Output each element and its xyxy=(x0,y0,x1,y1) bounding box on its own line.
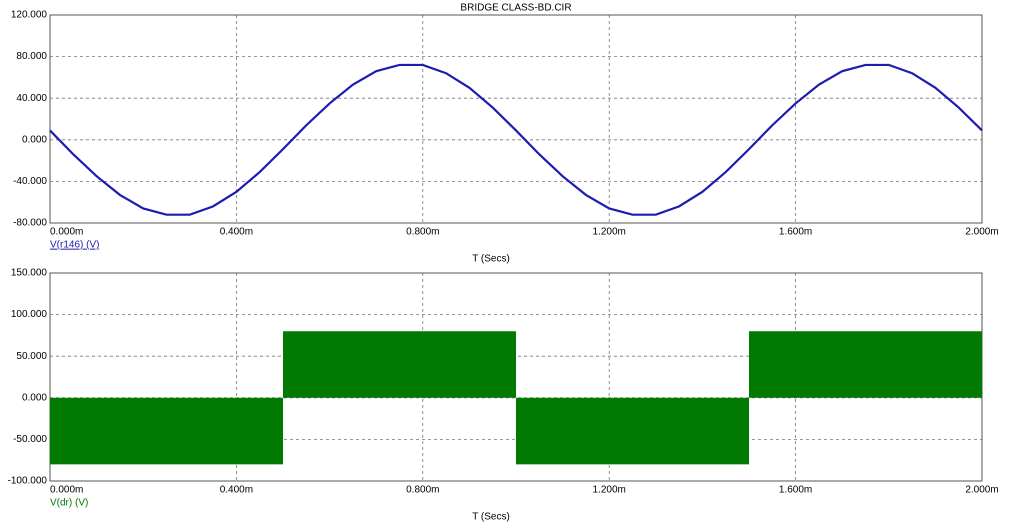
y-tick-label: -50.000 xyxy=(13,434,47,445)
pwm-band xyxy=(749,331,982,398)
x-tick-label: 0.800m xyxy=(406,485,439,496)
legend-label: V(r146) (V) xyxy=(50,240,99,251)
plot-frame xyxy=(49,14,983,224)
legend-label: V(dr) (V) xyxy=(50,498,88,509)
line-series xyxy=(49,63,983,216)
y-tick-label: 80.000 xyxy=(16,51,47,62)
chart-title: BRIDGE CLASS-BD.CIR xyxy=(460,3,571,14)
pwm-band xyxy=(50,397,283,465)
y-tick-label: 0.000 xyxy=(22,392,47,403)
x-tick-label: 1.200m xyxy=(593,227,626,238)
pwm-band xyxy=(283,331,516,398)
x-tick-label: 1.200m xyxy=(593,485,626,496)
y-tick-label: -80.000 xyxy=(13,218,47,229)
x-tick-label: 0.000m xyxy=(50,227,83,238)
y-tick-label: 120.000 xyxy=(11,10,48,21)
x-tick-label: 0.400m xyxy=(220,485,253,496)
x-tick-label: 0.800m xyxy=(406,227,439,238)
pwm-band xyxy=(516,397,749,465)
x-tick-label: 2.000m xyxy=(965,227,998,238)
x-tick-label: 0.400m xyxy=(220,227,253,238)
y-tick-label: 50.000 xyxy=(16,351,47,362)
y-tick-label: 40.000 xyxy=(16,93,47,104)
y-tick-label: -100.000 xyxy=(8,476,48,487)
x-tick-label: 0.000m xyxy=(50,485,83,496)
x-axis-label: T (Secs) xyxy=(472,512,510,523)
x-tick-label: 2.000m xyxy=(965,485,998,496)
y-tick-label: 0.000 xyxy=(22,134,47,145)
y-tick-label: 100.000 xyxy=(11,309,48,320)
y-tick-label: 150.000 xyxy=(11,268,48,279)
x-tick-label: 1.600m xyxy=(779,485,812,496)
x-tick-label: 1.600m xyxy=(779,227,812,238)
x-axis-label: T (Secs) xyxy=(472,254,510,265)
y-tick-label: -40.000 xyxy=(13,176,47,187)
